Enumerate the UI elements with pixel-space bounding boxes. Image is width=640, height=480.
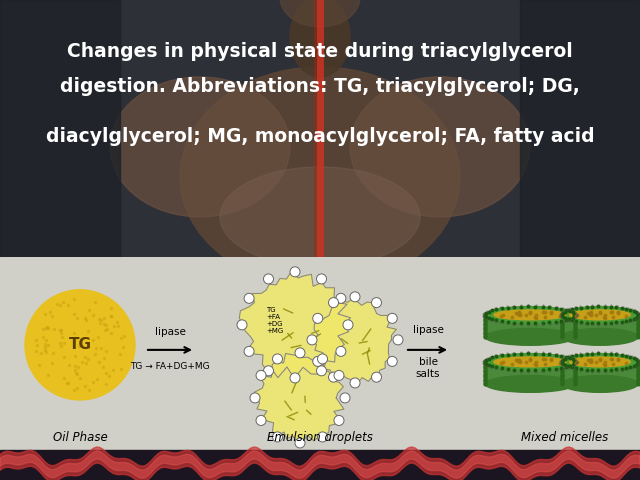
Circle shape: [328, 372, 339, 382]
Circle shape: [273, 354, 282, 364]
Circle shape: [244, 293, 254, 303]
Circle shape: [334, 416, 344, 425]
Bar: [520, 0, 640, 257]
Polygon shape: [311, 299, 396, 383]
Ellipse shape: [280, 0, 360, 27]
Text: Emulsion droplets: Emulsion droplets: [267, 432, 373, 444]
Circle shape: [295, 438, 305, 448]
Circle shape: [350, 292, 360, 302]
Text: digestion. Abbreviations: TG, triacylglycerol; DG,: digestion. Abbreviations: TG, triacylgly…: [60, 77, 580, 96]
Ellipse shape: [350, 77, 530, 217]
Bar: [562, 315, 638, 337]
Bar: [0, 257, 640, 450]
Circle shape: [307, 335, 317, 345]
Circle shape: [328, 298, 339, 308]
Circle shape: [256, 416, 266, 425]
Circle shape: [371, 372, 381, 382]
Circle shape: [387, 356, 397, 366]
Ellipse shape: [562, 306, 638, 323]
Ellipse shape: [220, 167, 420, 267]
Ellipse shape: [110, 77, 290, 217]
Text: Mixed micelles: Mixed micelles: [522, 432, 609, 444]
Bar: [562, 362, 638, 384]
Text: lipase: lipase: [155, 327, 186, 337]
Circle shape: [371, 298, 381, 308]
Text: diacylglycerol; MG, monoacylglycerol; FA, fatty acid: diacylglycerol; MG, monoacylglycerol; FA…: [45, 127, 595, 146]
Text: TG → FA+DG+MG: TG → FA+DG+MG: [130, 362, 210, 372]
Ellipse shape: [570, 357, 630, 367]
Bar: [485, 362, 575, 384]
Circle shape: [317, 432, 328, 442]
Circle shape: [290, 373, 300, 383]
Ellipse shape: [485, 375, 575, 392]
Circle shape: [256, 371, 266, 381]
Ellipse shape: [570, 310, 630, 320]
Text: Oil Phase: Oil Phase: [52, 432, 108, 444]
Circle shape: [340, 393, 350, 403]
Ellipse shape: [494, 310, 566, 320]
Circle shape: [313, 313, 323, 324]
Circle shape: [387, 313, 397, 324]
Ellipse shape: [485, 328, 575, 345]
Ellipse shape: [562, 353, 638, 370]
Text: TG: TG: [68, 337, 92, 352]
Circle shape: [313, 356, 323, 366]
Text: Changes in physical state during triacylglycerol: Changes in physical state during triacyl…: [67, 42, 573, 61]
Ellipse shape: [290, 0, 350, 77]
Bar: [485, 315, 575, 337]
Ellipse shape: [494, 357, 566, 367]
Text: lipase: lipase: [413, 325, 444, 335]
Circle shape: [350, 378, 360, 388]
Bar: [0, 0, 120, 257]
Circle shape: [250, 393, 260, 403]
Text: bile
salts: bile salts: [416, 357, 440, 379]
Circle shape: [290, 267, 300, 277]
Circle shape: [336, 293, 346, 303]
Bar: [0, 450, 640, 480]
Ellipse shape: [485, 353, 575, 370]
Circle shape: [237, 320, 247, 330]
Circle shape: [343, 320, 353, 330]
Ellipse shape: [180, 67, 460, 287]
Circle shape: [336, 347, 346, 356]
Ellipse shape: [562, 328, 638, 345]
Circle shape: [295, 348, 305, 358]
Circle shape: [317, 366, 326, 376]
Circle shape: [393, 335, 403, 345]
Circle shape: [334, 371, 344, 381]
Ellipse shape: [485, 306, 575, 323]
Circle shape: [264, 366, 273, 376]
Ellipse shape: [562, 375, 638, 392]
Text: TG
+FA
+DG
+MG: TG +FA +DG +MG: [266, 307, 284, 334]
Circle shape: [317, 274, 326, 284]
Circle shape: [317, 354, 328, 364]
Polygon shape: [239, 271, 351, 378]
Circle shape: [273, 432, 282, 442]
Polygon shape: [255, 353, 344, 442]
Circle shape: [264, 274, 273, 284]
Ellipse shape: [25, 290, 135, 400]
Circle shape: [244, 347, 254, 356]
